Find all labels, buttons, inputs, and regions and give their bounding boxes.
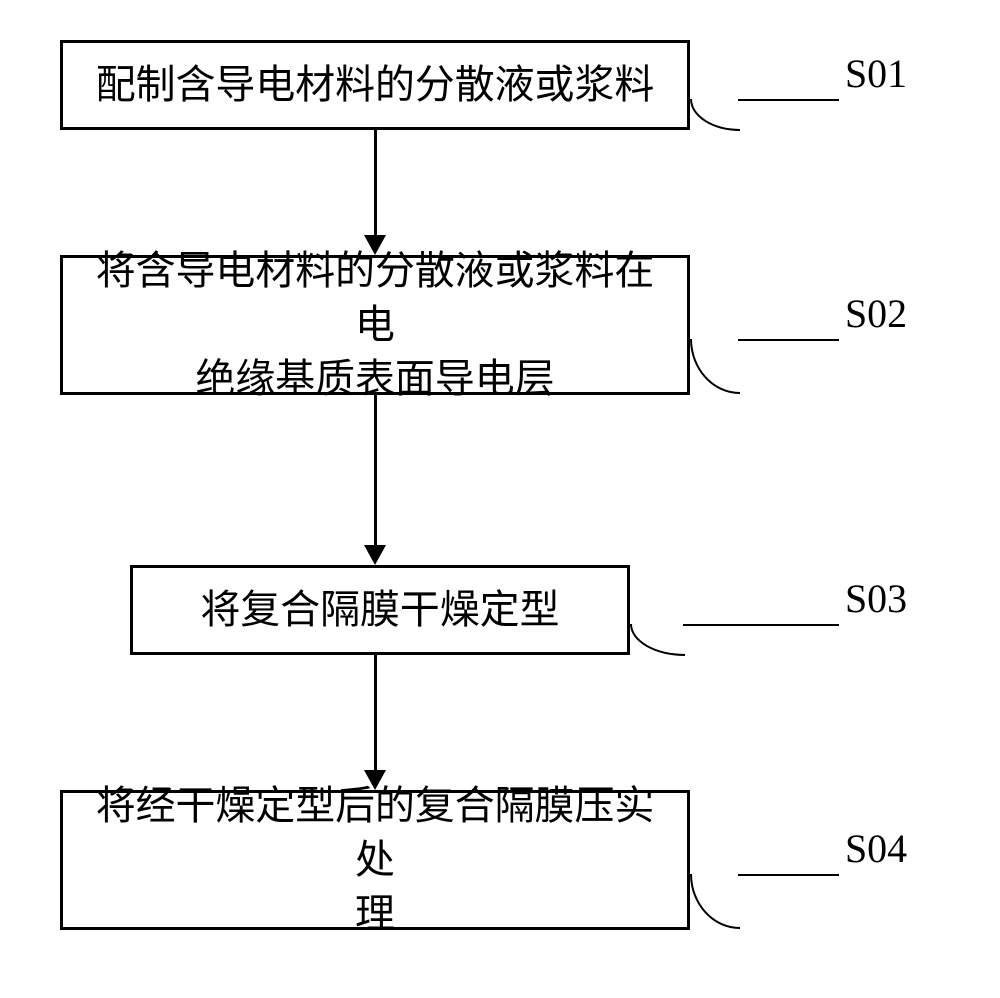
- leader-line: [683, 624, 839, 626]
- flow-box-text: 将经干燥定型后的复合隔膜压实处理: [83, 779, 667, 941]
- flow-box-text: 将复合隔膜干燥定型: [200, 583, 559, 637]
- leader-curve: [690, 99, 740, 131]
- step-label-s03: S03: [845, 575, 907, 622]
- step-label-s04: S04: [845, 825, 907, 872]
- arrow-head-icon: [364, 545, 386, 565]
- flow-box-b1: 配制含导电材料的分散液或浆料: [60, 40, 690, 130]
- flow-box-text: 配制含导电材料的分散液或浆料: [96, 58, 654, 112]
- step-label-s02: S02: [845, 290, 907, 337]
- arrow-shaft: [374, 395, 377, 545]
- arrow-head-icon: [364, 235, 386, 255]
- flowchart-canvas: 配制含导电材料的分散液或浆料将含导电材料的分散液或浆料在电绝缘基质表面导电层将复…: [0, 0, 1000, 998]
- flow-box-b3: 将复合隔膜干燥定型: [130, 565, 630, 655]
- flow-box-b4: 将经干燥定型后的复合隔膜压实处理: [60, 790, 690, 930]
- leader-line: [738, 874, 839, 876]
- step-label-s01: S01: [845, 50, 907, 97]
- leader-line: [738, 99, 839, 101]
- leader-curve: [690, 874, 740, 929]
- leader-curve: [690, 339, 740, 394]
- arrow-head-icon: [364, 770, 386, 790]
- flow-box-text: 将含导电材料的分散液或浆料在电绝缘基质表面导电层: [83, 244, 667, 406]
- leader-line: [738, 339, 839, 341]
- arrow-shaft: [374, 655, 377, 770]
- flow-box-b2: 将含导电材料的分散液或浆料在电绝缘基质表面导电层: [60, 255, 690, 395]
- arrow-shaft: [374, 130, 377, 235]
- leader-curve: [630, 624, 685, 656]
